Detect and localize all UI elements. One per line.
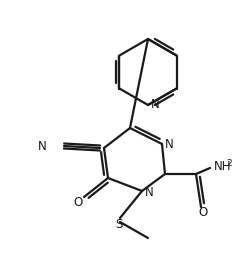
Text: NH: NH xyxy=(214,159,232,172)
Text: 2: 2 xyxy=(227,159,232,168)
Text: O: O xyxy=(73,195,83,209)
Text: O: O xyxy=(198,206,208,218)
Text: N: N xyxy=(38,139,46,152)
Text: S: S xyxy=(115,218,123,230)
Text: N: N xyxy=(145,186,154,198)
Text: N: N xyxy=(165,138,174,151)
Text: N: N xyxy=(151,97,160,111)
